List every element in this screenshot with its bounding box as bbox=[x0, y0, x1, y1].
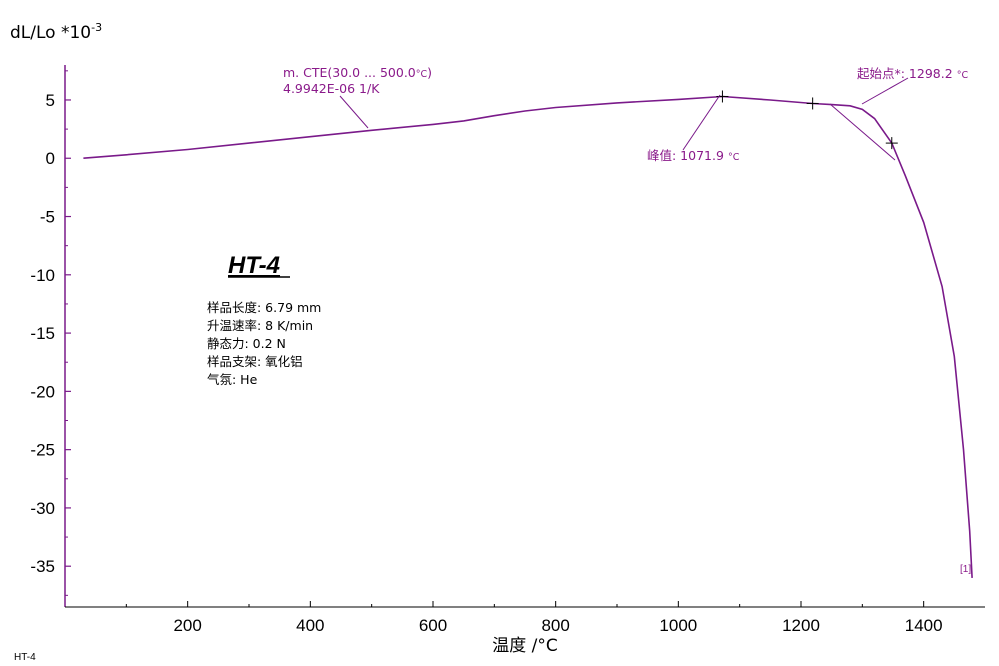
sample-title: HT-4 bbox=[228, 252, 280, 279]
y-axis-title: dL/Lo *10-3 bbox=[10, 21, 102, 43]
x-tick-label: 1200 bbox=[782, 616, 820, 635]
y-tick-label: -5 bbox=[40, 208, 55, 227]
series-line-1 bbox=[83, 95, 973, 578]
y-tick-label: -20 bbox=[30, 382, 55, 401]
y-tick-label: -30 bbox=[30, 499, 55, 518]
data-marker bbox=[806, 97, 819, 110]
onset-tangent-line bbox=[829, 103, 896, 161]
cte-annotation-line2: 4.9942E-06 1/K bbox=[283, 81, 380, 96]
onset-leader-line bbox=[861, 77, 909, 105]
y-axis-title-exponent: -3 bbox=[91, 21, 102, 34]
footer-label: HT-4 bbox=[14, 652, 36, 663]
data-marker bbox=[885, 137, 898, 150]
y-axis-title-main: dL/Lo *10 bbox=[10, 23, 91, 43]
onset-annotation-unit: °C bbox=[957, 70, 969, 81]
info-sample-length: 样品长度: 6.79 mm bbox=[207, 300, 321, 315]
x-tick-label: 400 bbox=[296, 616, 324, 635]
y-tick-label: -15 bbox=[30, 324, 55, 343]
cte-annotation-unit: °C bbox=[416, 69, 428, 80]
cte-annotation-line1: m. CTE(30.0 ... 500.0°C) bbox=[283, 65, 432, 80]
peak-annotation: 峰值: 1071.9 °C bbox=[647, 148, 740, 163]
data-marker bbox=[716, 90, 729, 103]
onset-annotation: 起始点*: 1298.2 °C bbox=[857, 66, 968, 81]
peak-leader-line bbox=[682, 94, 721, 151]
y-tick-label: -10 bbox=[30, 266, 55, 285]
x-tick-label: 1000 bbox=[659, 616, 697, 635]
info-atmosphere: 气氛: He bbox=[207, 372, 258, 387]
x-tick-label: 800 bbox=[541, 616, 569, 635]
y-tick-label: 0 bbox=[46, 149, 55, 168]
onset-annotation-text: 起始点*: 1298.2 bbox=[857, 66, 953, 81]
y-tick-label: 5 bbox=[46, 91, 55, 110]
x-tick-label: 200 bbox=[173, 616, 201, 635]
info-sample-holder: 样品支架: 氧化铝 bbox=[207, 354, 303, 369]
cte-annotation-close: ) bbox=[427, 65, 432, 80]
y-tick-label: -25 bbox=[30, 441, 55, 460]
cte-leader-line bbox=[339, 95, 369, 129]
peak-annotation-text: 峰值: 1071.9 bbox=[647, 148, 724, 163]
x-axis-title: 温度 /°C bbox=[492, 636, 558, 656]
cte-annotation-text: m. CTE(30.0 ... 500.0 bbox=[283, 65, 416, 80]
info-static-force: 静态力: 0.2 N bbox=[207, 336, 286, 351]
y-axis-ticks: 5 0 -5 -10 -15 -20 -25 -30 -35 bbox=[30, 70, 71, 596]
y-tick-label: -35 bbox=[30, 557, 55, 576]
x-tick-label: 1400 bbox=[905, 616, 943, 635]
data-markers bbox=[716, 90, 898, 150]
series-tag: [1] bbox=[960, 564, 971, 575]
info-heating-rate: 升温速率: 8 K/min bbox=[207, 318, 313, 333]
peak-annotation-unit: °C bbox=[728, 152, 740, 163]
x-axis-ticks: 200 400 600 800 1000 1200 1400 bbox=[125, 601, 943, 635]
x-tick-label: 600 bbox=[419, 616, 447, 635]
sample-info: 样品长度: 6.79 mm 升温速率: 8 K/min 静态力: 0.2 N 样… bbox=[207, 300, 321, 387]
